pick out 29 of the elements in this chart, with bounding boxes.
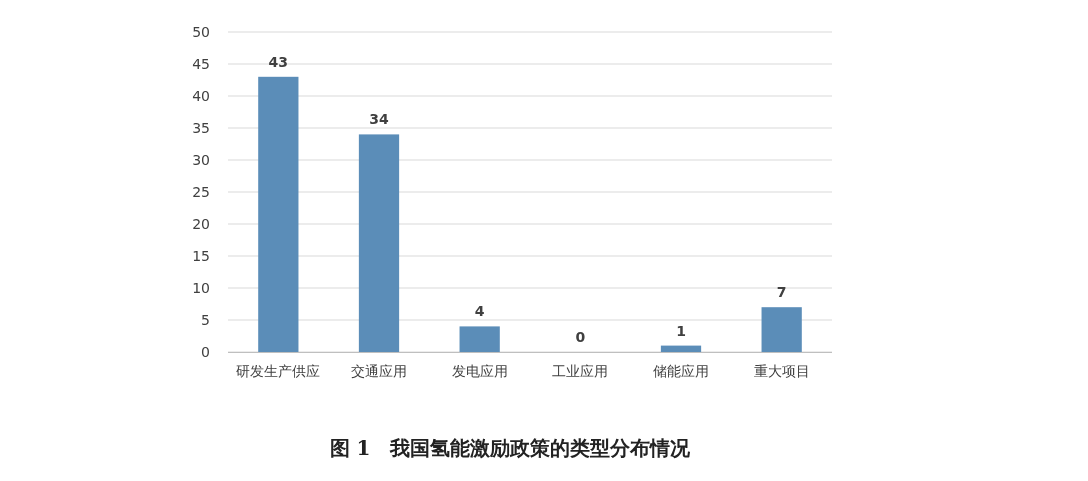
x-tick-label: 研发生产供应 xyxy=(236,362,321,379)
y-tick-label: 25 xyxy=(192,183,210,200)
y-tick-label: 0 xyxy=(201,343,210,360)
x-tick-label: 储能应用 xyxy=(653,362,709,379)
bar xyxy=(459,326,500,352)
data-label: 1 xyxy=(676,322,686,339)
data-label: 7 xyxy=(776,284,787,301)
data-label: 4 xyxy=(474,303,485,320)
bar xyxy=(761,307,802,352)
y-tick-label: 45 xyxy=(192,55,210,72)
y-tick-label: 5 xyxy=(201,311,210,328)
data-label: 34 xyxy=(369,111,389,128)
data-label: 43 xyxy=(268,53,289,70)
x-tick-label: 工业应用 xyxy=(552,362,609,379)
bar xyxy=(358,134,400,352)
y-tick-label: 10 xyxy=(192,279,210,296)
bar xyxy=(660,345,702,352)
data-label: 0 xyxy=(575,329,586,345)
y-tick-label: 20 xyxy=(192,215,210,232)
y-tick-label: 40 xyxy=(192,87,210,104)
y-tick-label: 50 xyxy=(192,23,210,40)
text: 图 1 我国氢能激励政策的类型分布情况 xyxy=(329,436,692,460)
x-tick-label: 交通应用 xyxy=(351,362,407,379)
x-tick-label: 重大项目 xyxy=(753,362,810,379)
y-tick-label: 30 xyxy=(192,151,210,168)
y-tick-label: 35 xyxy=(192,119,210,136)
x-tick-label: 发电应用 xyxy=(451,362,508,379)
y-tick-label: 15 xyxy=(192,247,210,264)
bar xyxy=(258,76,299,352)
